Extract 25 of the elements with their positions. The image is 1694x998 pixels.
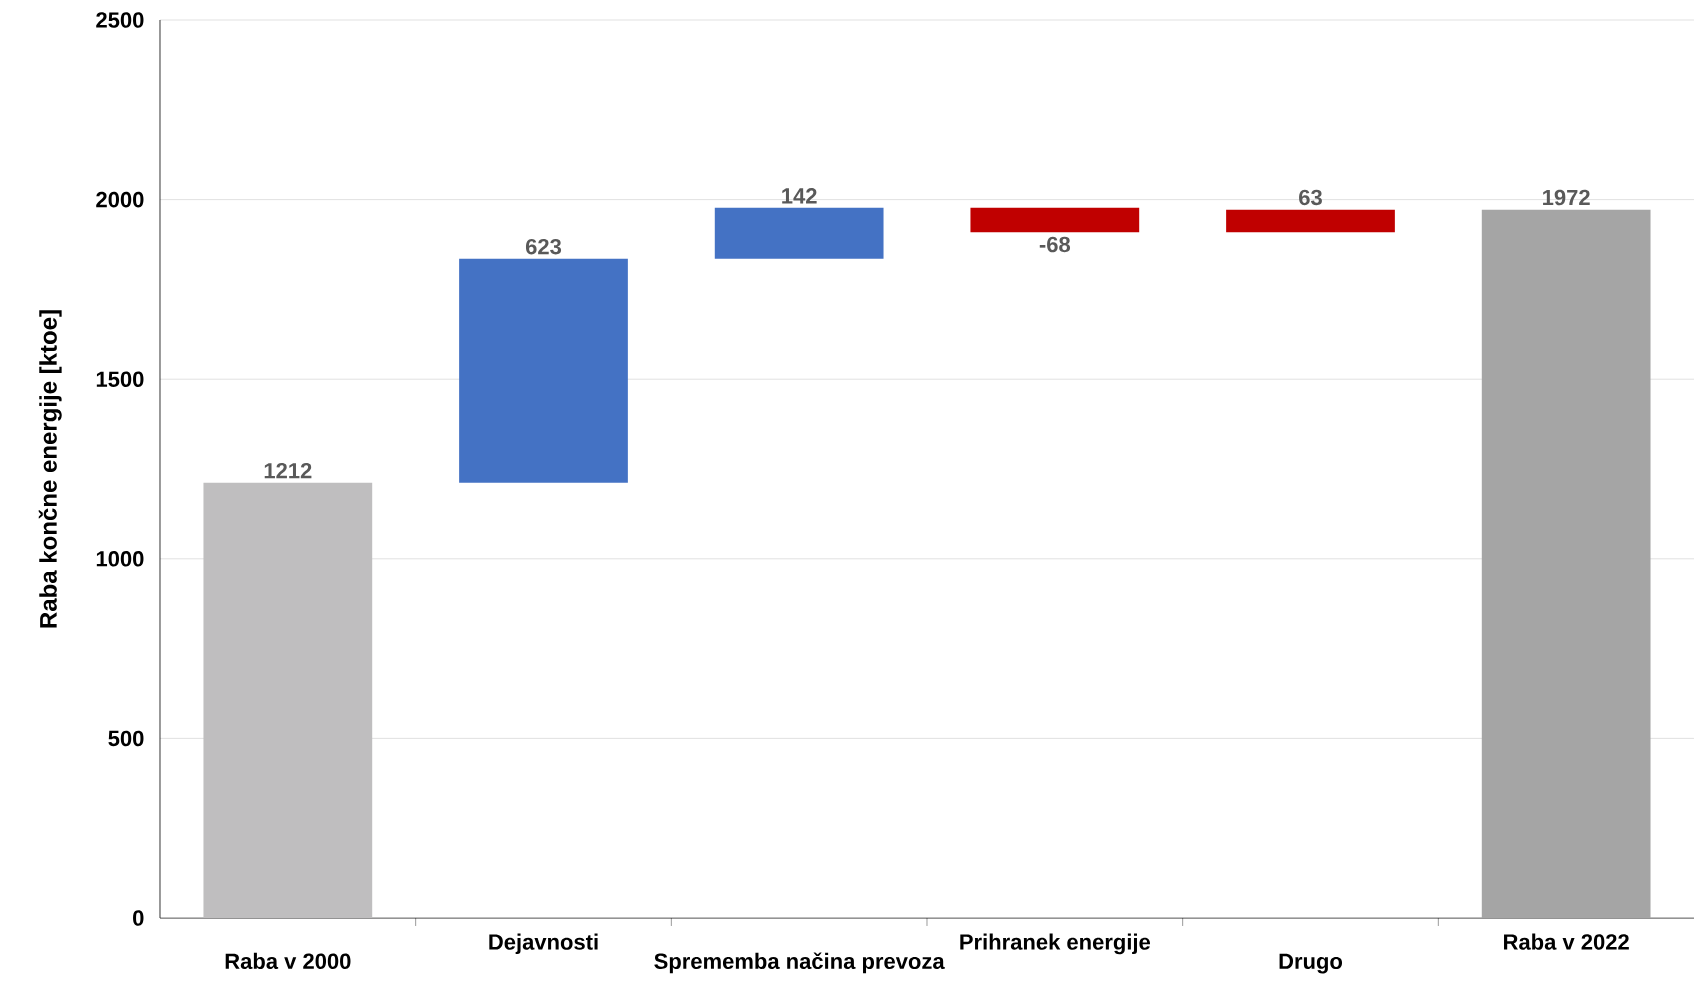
x-tick-label: Prihranek energije (960, 933, 1151, 955)
bar (1481, 209, 1651, 918)
bar (203, 482, 373, 918)
y-tick-label: 2500 (96, 12, 144, 28)
bar (459, 258, 628, 483)
x-tick-label: Dejavnosti (489, 933, 598, 955)
y-tick-label: 2000 (96, 191, 144, 208)
x-tick-label: Drugo (1279, 953, 1343, 974)
bar (714, 207, 884, 259)
data-label: 623 (525, 238, 562, 255)
data-label: 142 (782, 188, 817, 204)
data-label: 63 (1299, 189, 1322, 206)
bar (970, 207, 1140, 233)
x-tick-label: Raba v 2000 (225, 952, 351, 970)
y-tick-label: 1000 (96, 551, 144, 567)
x-tick-label: Sprememba načina prevoza (654, 952, 945, 974)
data-label: -68 (1039, 236, 1071, 253)
x-tick-label: Raba v 2022 (1504, 933, 1629, 950)
data-label: 1212 (264, 462, 312, 479)
bar (1226, 209, 1395, 233)
data-label: 1972 (1543, 189, 1590, 206)
y-tick-label: 1500 (96, 371, 144, 387)
y-tick-label: 500 (108, 730, 144, 747)
y-axis-title: Raba končne energije [ktoe] (38, 310, 62, 628)
y-tick-label: 0 (133, 910, 144, 926)
